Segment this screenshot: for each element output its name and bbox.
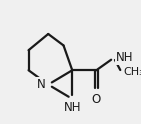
Text: CH₃: CH₃ [124,67,141,77]
Text: NH: NH [116,51,134,64]
Text: O: O [92,93,101,106]
Text: N: N [37,78,46,91]
Text: NH: NH [63,101,81,114]
